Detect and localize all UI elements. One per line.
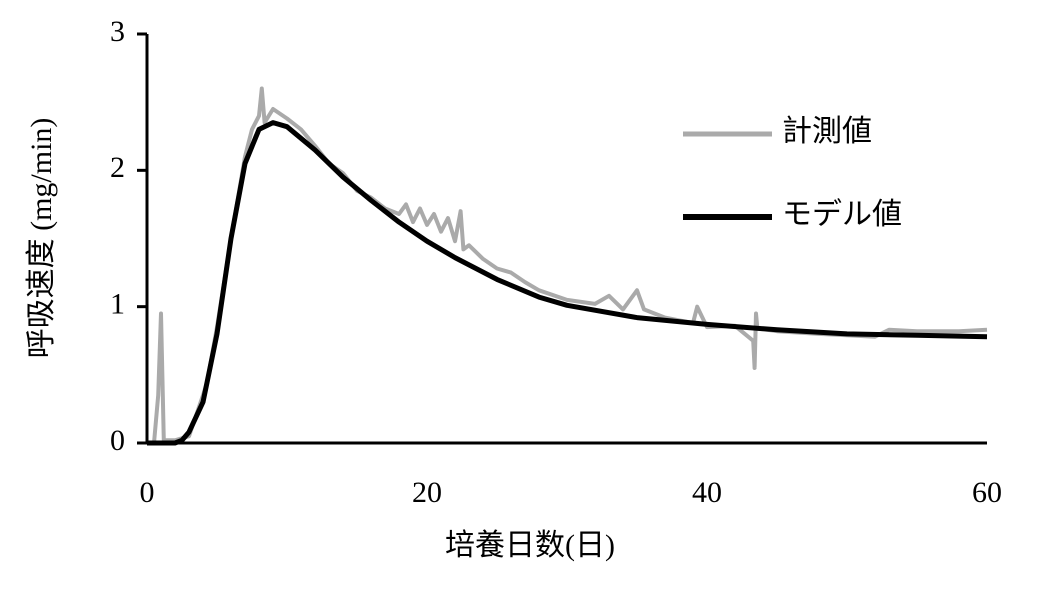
x-tick-label: 60 xyxy=(972,476,1002,509)
y-tick-label: 1 xyxy=(110,288,125,321)
y-tick-label: 2 xyxy=(110,151,125,184)
y-tick-label: 0 xyxy=(110,424,125,457)
x-tick-label: 0 xyxy=(140,476,155,509)
x-axis-label: 培養日数(日) xyxy=(445,529,615,562)
x-tick-label: 40 xyxy=(692,476,722,509)
legend-label: 計測値 xyxy=(782,115,872,148)
legend-label: モデル値 xyxy=(782,198,902,231)
x-tick-label: 20 xyxy=(412,476,442,509)
y-tick-label: 3 xyxy=(110,15,125,48)
y-axis-label: 呼吸速度 (mg/min) xyxy=(25,118,58,359)
series-line xyxy=(147,120,988,446)
